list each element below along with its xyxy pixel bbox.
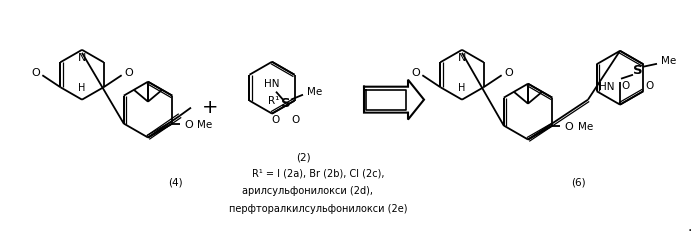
Text: O: O: [31, 68, 40, 78]
Text: (4): (4): [168, 177, 182, 187]
Text: S: S: [633, 64, 643, 77]
Text: .: .: [688, 220, 692, 234]
Text: O: O: [411, 68, 419, 78]
Text: O: O: [622, 81, 630, 91]
Text: Me: Me: [662, 56, 676, 66]
Text: O: O: [504, 68, 513, 78]
Text: HN: HN: [265, 79, 280, 89]
Text: R¹ = I (2a), Br (2b), Cl (2c),: R¹ = I (2a), Br (2b), Cl (2c),: [252, 168, 385, 178]
Text: арилсульфонилокси (2d),: арилсульфонилокси (2d),: [242, 186, 373, 196]
Text: O: O: [124, 68, 133, 78]
Text: O: O: [646, 81, 654, 91]
Text: O: O: [272, 114, 280, 125]
Text: O: O: [565, 122, 574, 131]
Text: Me: Me: [197, 120, 212, 130]
Text: HN: HN: [600, 82, 615, 92]
Text: O: O: [292, 114, 300, 125]
Text: O: O: [185, 120, 193, 130]
Text: перфторалкилсульфонилокси (2е): перфторалкилсульфонилокси (2е): [229, 204, 407, 214]
Text: N: N: [77, 53, 86, 63]
Text: Me: Me: [578, 122, 593, 131]
Text: +: +: [202, 98, 218, 117]
Text: R¹: R¹: [268, 96, 280, 106]
Text: S: S: [281, 97, 291, 110]
Text: (6): (6): [571, 177, 586, 187]
Polygon shape: [364, 80, 424, 120]
Text: Me: Me: [307, 87, 322, 97]
Text: N: N: [458, 53, 466, 63]
Polygon shape: [366, 90, 406, 110]
Text: H: H: [459, 83, 466, 93]
Text: H: H: [78, 83, 86, 93]
Text: (2): (2): [296, 152, 311, 162]
